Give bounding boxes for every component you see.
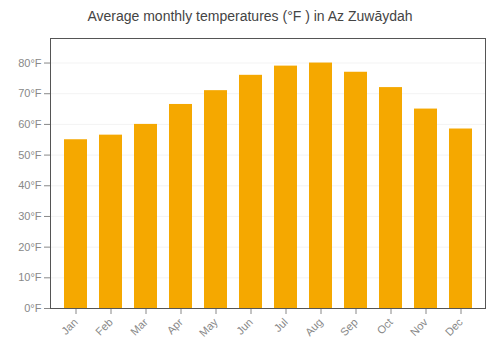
svg-text:70°F: 70°F	[18, 87, 42, 99]
html-text:Average monthly temperatures (: Average monthly temperatures (°F ) in Az…	[87, 8, 413, 24]
svg-text:Mar: Mar	[128, 316, 150, 338]
svg-text:Oct: Oct	[374, 316, 395, 337]
svg-text:40°F: 40°F	[18, 179, 42, 191]
svg-text:Apr: Apr	[164, 316, 185, 337]
svg-text:20°F: 20°F	[18, 241, 42, 253]
svg-text:0°F: 0°F	[24, 302, 42, 314]
svg-text:Dec: Dec	[443, 315, 466, 338]
svg-text:60°F: 60°F	[18, 118, 42, 130]
svg-text:Jun: Jun	[234, 316, 255, 337]
svg-text:Jul: Jul	[271, 316, 289, 334]
svg-text:Nov: Nov	[408, 315, 431, 338]
svg-text:30°F: 30°F	[18, 210, 42, 222]
svg-text:Jan: Jan	[59, 316, 80, 337]
svg-text:Sep: Sep	[338, 316, 360, 338]
svg-text:80°F: 80°F	[18, 57, 42, 69]
svg-text:May: May	[197, 315, 221, 339]
svg-text:10°F: 10°F	[18, 271, 42, 283]
svg-text:Aug: Aug	[303, 316, 325, 338]
svg-text:50°F: 50°F	[18, 149, 42, 161]
svg-text:Feb: Feb	[93, 316, 115, 338]
